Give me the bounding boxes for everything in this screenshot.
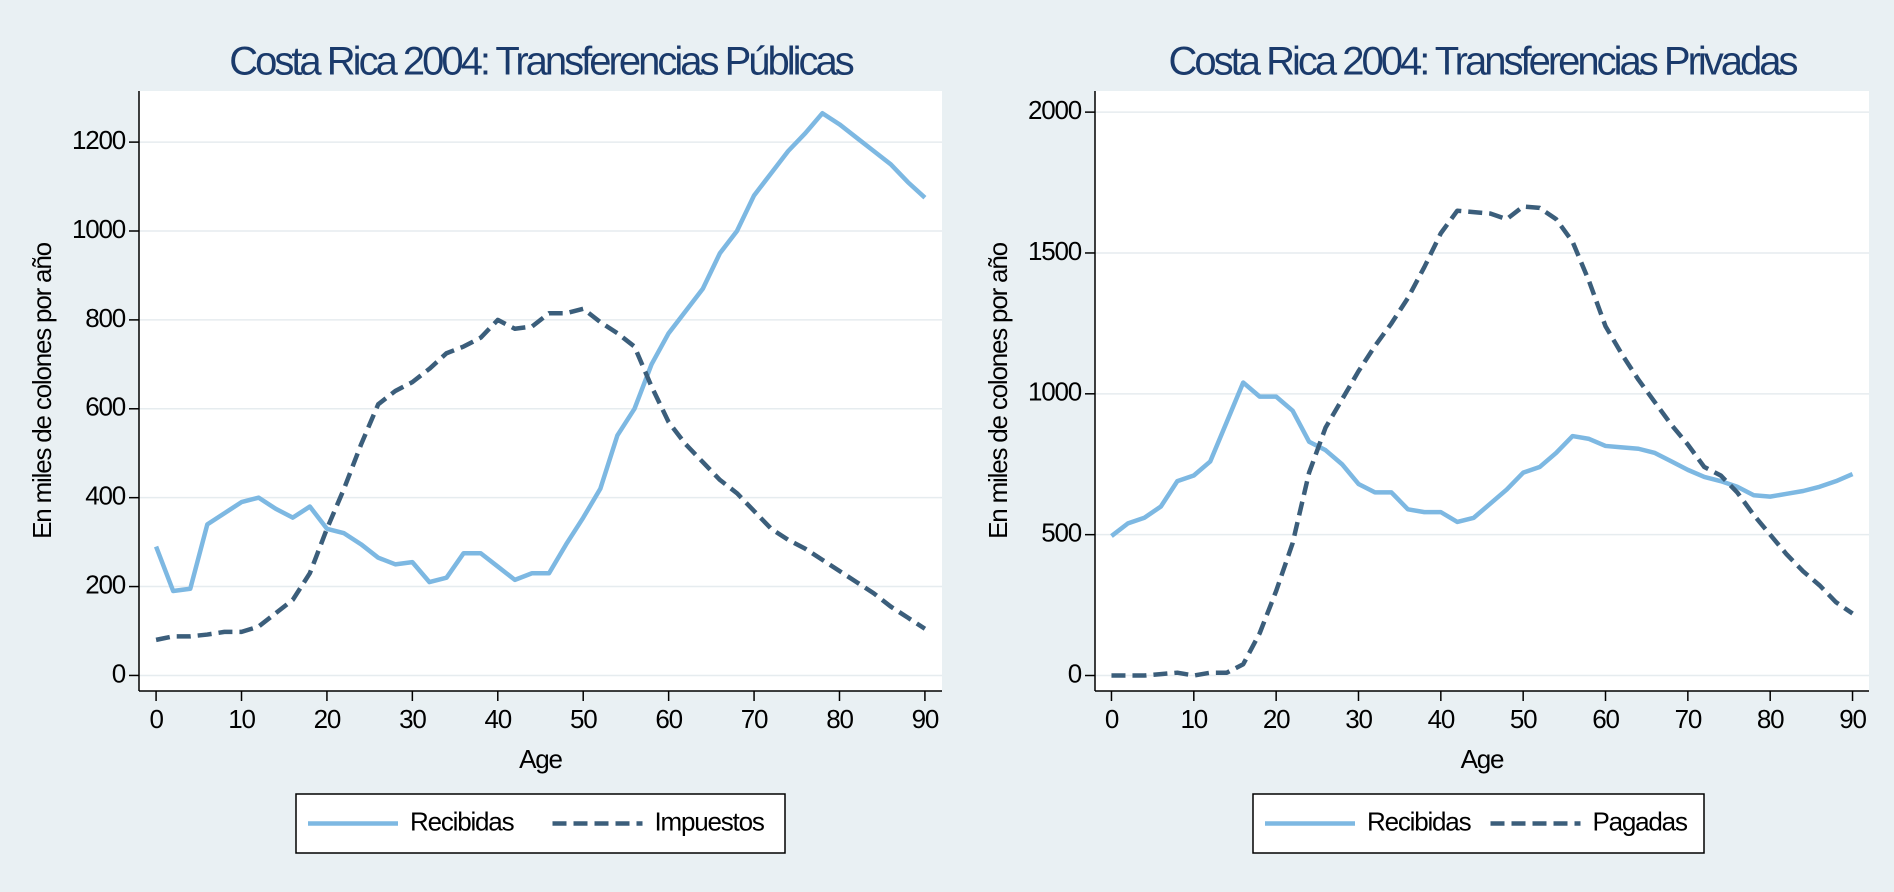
chart-title: Costa Rica 2004: Transferencias Privadas [1168, 40, 1797, 84]
y-axis-title: En miles de colones por año [27, 242, 57, 538]
y-tick-label: 1000 [72, 214, 126, 244]
y-tick-label: 0 [1068, 658, 1082, 688]
x-tick-label: 30 [399, 704, 426, 734]
line-series [1110, 380, 1854, 538]
line-series [1111, 204, 1854, 678]
x-axis-title: Age [519, 744, 562, 774]
x-tick-label: 90 [912, 704, 939, 734]
x-tick-label: 20 [1263, 704, 1290, 734]
plot-area [1095, 91, 1869, 691]
chart-title: Costa Rica 2004: Transferencias Públicas [229, 40, 854, 84]
y-tick-label: 200 [85, 569, 126, 599]
x-tick-label: 70 [1675, 704, 1702, 734]
x-tick-label: 80 [826, 704, 853, 734]
y-axis-title: En miles de colones por año [983, 242, 1013, 538]
x-tick-label: 40 [1428, 704, 1455, 734]
x-tick-label: 10 [228, 704, 255, 734]
x-tick-label: 60 [655, 704, 682, 734]
legend-label: Pagadas [1593, 806, 1688, 836]
y-tick-label: 500 [1041, 518, 1082, 548]
x-tick-label: 40 [485, 704, 512, 734]
legend-label: Recibidas [1367, 806, 1472, 836]
y-tick-label: 1200 [72, 125, 126, 155]
x-axis-title: Age [1461, 744, 1504, 774]
plot-area [139, 91, 942, 691]
x-tick-label: 0 [1105, 704, 1119, 734]
x-tick-label: 20 [314, 704, 341, 734]
x-tick-label: 10 [1181, 704, 1208, 734]
y-tick-label: 2000 [1028, 95, 1082, 125]
y-tick-label: 0 [112, 658, 126, 688]
x-tick-label: 30 [1345, 704, 1372, 734]
y-tick-label: 400 [85, 481, 126, 511]
x-tick-label: 50 [1510, 704, 1537, 734]
legend-label: Impuestos [655, 806, 765, 836]
legend-label: Recibidas [410, 806, 515, 836]
y-tick-label: 600 [85, 392, 126, 422]
line-series [155, 306, 927, 643]
x-tick-label: 90 [1839, 704, 1866, 734]
x-tick-label: 50 [570, 704, 597, 734]
x-tick-label: 70 [741, 704, 768, 734]
y-tick-label: 1000 [1028, 377, 1082, 407]
x-tick-label: 0 [149, 704, 163, 734]
y-tick-label: 800 [85, 303, 126, 333]
x-tick-label: 80 [1757, 704, 1784, 734]
line-series [153, 110, 927, 594]
y-tick-label: 1500 [1028, 236, 1082, 266]
x-tick-label: 60 [1592, 704, 1619, 734]
